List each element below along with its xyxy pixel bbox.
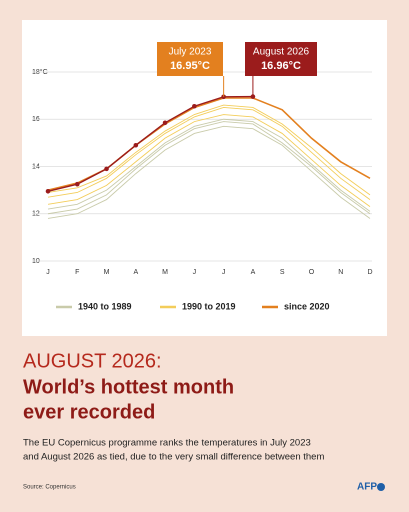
annotation-box bbox=[157, 42, 223, 76]
record-marker bbox=[104, 166, 109, 172]
annotation-value: 16.95°C bbox=[170, 60, 210, 72]
x-tick-label: A bbox=[251, 269, 256, 276]
headline: World’s hottest month bbox=[23, 376, 234, 398]
series-line bbox=[47, 125, 371, 219]
logo-dot bbox=[377, 483, 385, 491]
description: The EU Copernicus programme ranks the te… bbox=[23, 438, 311, 449]
x-tick-label: M bbox=[162, 269, 168, 276]
record-line bbox=[47, 95, 253, 192]
series-line bbox=[47, 114, 371, 208]
legend-label: 1940 to 1989 bbox=[78, 301, 132, 311]
x-tick-label: J bbox=[222, 269, 226, 276]
x-tick-label: J bbox=[193, 269, 197, 276]
record-marker bbox=[133, 142, 139, 148]
series-line bbox=[47, 121, 371, 215]
logo: AFP bbox=[357, 482, 377, 493]
kicker: AUGUST 2026: bbox=[23, 350, 162, 372]
annotation-value: 16.96°C bbox=[261, 60, 301, 72]
source: Source: Copernicus bbox=[23, 485, 76, 491]
record-marker bbox=[74, 181, 80, 187]
x-tick-label: O bbox=[309, 269, 315, 276]
headline: ever recorded bbox=[23, 401, 155, 423]
annotation-label: August 2026 bbox=[253, 47, 310, 58]
x-tick-label: A bbox=[133, 269, 138, 276]
annotation-label: July 2023 bbox=[169, 47, 212, 58]
x-tick-label: F bbox=[75, 269, 79, 276]
series-line bbox=[47, 118, 371, 212]
description: and August 2026 as tied, due to the very… bbox=[23, 452, 324, 463]
x-tick-label: J bbox=[46, 269, 50, 276]
x-tick-label: D bbox=[367, 269, 372, 276]
annotation-box bbox=[245, 42, 317, 76]
record-marker bbox=[162, 120, 168, 126]
record-marker bbox=[192, 103, 197, 109]
x-tick-label: M bbox=[104, 269, 110, 276]
series-line bbox=[47, 104, 371, 196]
legend-label: 1990 to 2019 bbox=[182, 301, 236, 311]
legend-label: since 2020 bbox=[284, 301, 330, 311]
record-marker bbox=[45, 189, 51, 194]
x-tick-label: N bbox=[338, 269, 343, 276]
series-line bbox=[47, 106, 371, 200]
x-tick-label: S bbox=[280, 269, 285, 276]
